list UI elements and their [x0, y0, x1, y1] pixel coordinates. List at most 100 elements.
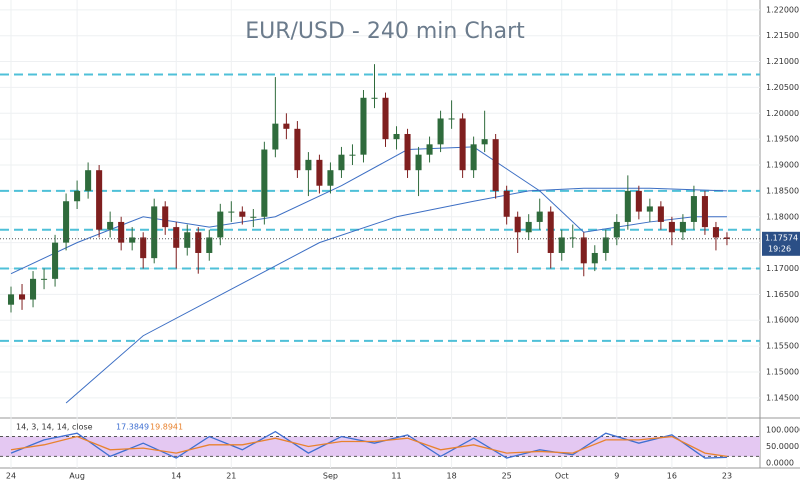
x-tick-label: Sep: [323, 472, 338, 481]
candle-body: [228, 211, 235, 213]
x-tick-label: 9: [614, 472, 619, 481]
candle-body: [107, 221, 114, 230]
candle-body: [448, 118, 455, 120]
moving-average: [65, 187, 727, 404]
stoch-tick-label: 0.0000: [766, 459, 794, 468]
stoch-line: [10, 435, 728, 458]
candle-body: [701, 196, 708, 228]
stoch-label: 14, 3, 14, 14, close: [16, 423, 93, 432]
stoch-band: [0, 436, 760, 457]
y-tick-label: 1.18000: [766, 212, 799, 221]
x-tick-label: 18: [447, 472, 457, 481]
candle-body: [327, 170, 334, 186]
candle-body: [250, 216, 257, 218]
candle-body: [591, 252, 598, 264]
candle-body: [129, 237, 136, 243]
y-tick-label: 1.21000: [766, 57, 799, 66]
candle-body: [118, 221, 125, 243]
candle-body: [690, 196, 697, 222]
candle-body: [646, 206, 653, 212]
candle-body: [63, 201, 70, 243]
candle-body: [393, 133, 400, 140]
candle-body: [30, 278, 37, 300]
y-tick-label: 1.18500: [766, 186, 799, 195]
candle-body: [195, 232, 202, 253]
x-tick-label: 21: [226, 472, 236, 481]
candle-body: [525, 221, 532, 233]
candle-body: [360, 97, 367, 155]
x-tick-label: 14: [171, 472, 181, 481]
last-price-label: 1.17574: [765, 233, 798, 242]
stoch-line: [10, 430, 727, 459]
y-tick-label: 1.16500: [766, 290, 799, 299]
candle-body: [52, 242, 59, 279]
candle-body: [206, 237, 213, 253]
x-tick-label: 11: [391, 472, 401, 481]
y-tick-label: 1.17000: [766, 264, 799, 273]
candle-body: [580, 237, 587, 264]
candle-body: [162, 206, 169, 228]
candle-body: [558, 237, 565, 253]
y-tick-label: 1.20500: [766, 83, 799, 92]
candle-body: [173, 227, 180, 248]
candle-body: [657, 206, 664, 222]
candle-body: [261, 149, 268, 217]
y-tick-label: 1.15000: [766, 367, 799, 376]
last-price-box: [762, 231, 800, 256]
candle-body: [635, 190, 642, 212]
last-time-label: 19:26: [768, 244, 791, 253]
candle-body: [19, 294, 26, 300]
stoch-d-readout: 19.8941: [150, 423, 183, 432]
stoch-tick-label: 50.0000: [766, 442, 799, 451]
candle-body: [294, 128, 301, 171]
x-tick-label: Aug: [69, 472, 85, 481]
candle-body: [382, 97, 389, 140]
candle-body: [41, 278, 48, 280]
candle-body: [371, 97, 378, 99]
candle-body: [74, 190, 81, 202]
candle-body: [316, 159, 323, 186]
candle-body: [470, 144, 477, 171]
candle-body: [415, 154, 422, 171]
candle-body: [426, 144, 433, 155]
candle-body: [283, 123, 290, 129]
candle-body: [305, 159, 312, 171]
candle-body: [481, 139, 488, 145]
candle-body: [437, 118, 444, 145]
x-tick-label: 25: [502, 472, 512, 481]
candle-body: [547, 211, 554, 253]
y-tick-label: 1.21500: [766, 31, 799, 40]
candle-body: [712, 227, 719, 238]
candle-body: [151, 206, 158, 259]
y-tick-label: 1.19500: [766, 135, 799, 144]
candle-body: [624, 190, 631, 222]
candle-body: [140, 237, 147, 259]
y-tick-label: 1.16000: [766, 316, 799, 325]
candle-body: [602, 237, 609, 253]
candle-body: [85, 170, 92, 191]
stoch-k-readout: 17.3849: [116, 423, 149, 432]
candle-body: [272, 123, 279, 150]
y-tick-label: 1.22000: [766, 5, 799, 14]
y-tick-label: 1.15500: [766, 342, 799, 351]
candle-body: [514, 216, 521, 233]
candle-body: [668, 221, 675, 233]
candle-body: [679, 221, 686, 233]
x-tick-label: 23: [722, 472, 732, 481]
candle-body: [492, 139, 499, 191]
x-tick-label: Oct: [555, 472, 569, 481]
candle-body: [338, 154, 345, 171]
candle-body: [349, 154, 356, 156]
chart-title: EUR/USD - 240 min Chart: [245, 19, 525, 44]
candle-body: [184, 232, 191, 248]
candle-body: [217, 211, 224, 238]
candle-body: [459, 118, 466, 171]
candle-body: [7, 294, 15, 305]
candle-body: [239, 211, 246, 217]
candle-body: [503, 190, 510, 217]
candle-body: [536, 211, 543, 222]
stoch-tick-label: 100.0000: [766, 425, 800, 434]
candle-body: [96, 170, 103, 230]
x-tick-label: 24: [6, 472, 16, 481]
